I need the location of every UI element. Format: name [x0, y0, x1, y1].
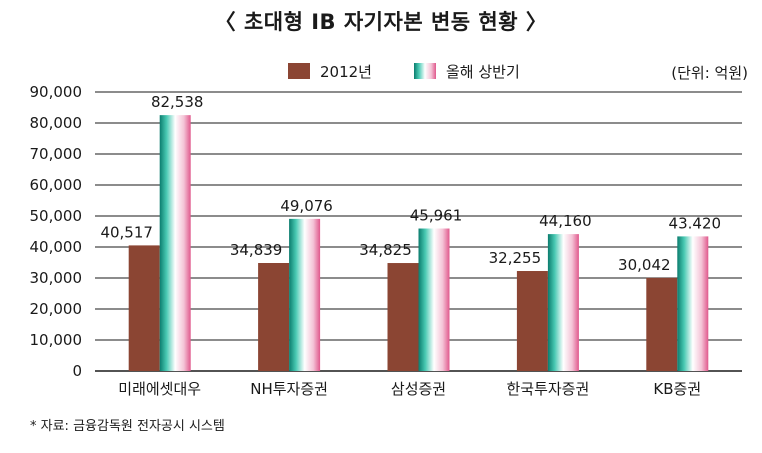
bar-h1: [159, 115, 191, 371]
source-note: * 자료: 금융감독원 전자공시 시스템: [30, 419, 225, 434]
y-tick-label: 40,000: [30, 238, 83, 256]
data-label-h1: 44,160: [539, 212, 592, 230]
bar-2012: [516, 271, 548, 371]
y-tick-label: 10,000: [30, 331, 83, 349]
chart-title: 〈 초대형 IB 자기자본 변동 현황 〉: [214, 10, 548, 34]
bar-h1: [677, 236, 709, 371]
y-tick-label: 30,000: [30, 269, 83, 287]
x-category-label: NH투자증권: [250, 380, 328, 398]
bar-2012: [258, 262, 290, 371]
data-label-2012: 32,255: [489, 249, 542, 267]
y-tick-label: 90,000: [30, 83, 83, 101]
unit-label: (단위: 억원): [671, 64, 748, 82]
x-category-label: 삼성증권: [391, 380, 446, 398]
y-tick-label: 60,000: [30, 176, 83, 194]
data-label-h1: 49,076: [280, 197, 333, 215]
legend-swatch-h1: [413, 63, 436, 79]
data-label-h1: 43.420: [669, 214, 722, 232]
data-label-h1: 82,538: [151, 93, 204, 111]
x-category-label: KB증권: [653, 380, 701, 398]
data-label-2012: 40,517: [100, 223, 153, 241]
y-tick-label: 80,000: [30, 114, 83, 132]
data-label-h1: 45,961: [410, 207, 463, 225]
legend: 2012년 올해 상반기: [288, 60, 562, 82]
bar-h1: [418, 228, 450, 371]
data-label-2012: 34,825: [359, 241, 412, 259]
legend-item-h1: 올해 상반기: [413, 61, 520, 82]
x-category-label: 한국투자증권: [506, 380, 589, 398]
y-tick-label: 70,000: [30, 145, 83, 163]
bar-h1: [289, 218, 321, 371]
y-tick-label: 20,000: [30, 300, 83, 318]
legend-item-2012: 2012년: [288, 61, 372, 82]
legend-label-2012: 2012년: [320, 62, 372, 81]
bar-2012: [646, 277, 678, 371]
bar-2012: [128, 245, 160, 371]
y-tick-label: 50,000: [30, 207, 83, 225]
x-category-label: 미래에셋대우: [118, 380, 201, 398]
bar-h1: [547, 234, 579, 371]
bar-2012: [387, 263, 419, 371]
y-tick-label: 0: [72, 362, 82, 380]
data-label-2012: 34,839: [230, 241, 283, 259]
legend-label-h1: 올해 상반기: [445, 62, 520, 81]
legend-swatch-2012: [288, 63, 310, 79]
data-label-2012: 30,042: [618, 256, 671, 274]
